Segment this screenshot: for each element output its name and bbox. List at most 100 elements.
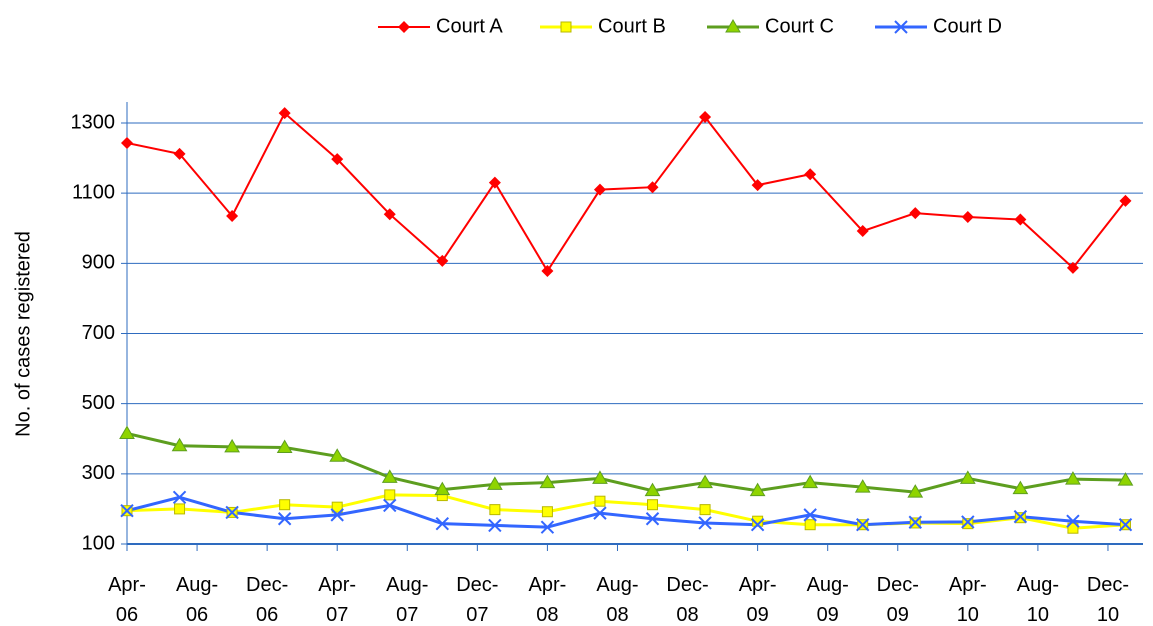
marker bbox=[541, 265, 554, 278]
marker bbox=[699, 504, 711, 516]
marker bbox=[541, 506, 553, 518]
y-tick-label: 1100 bbox=[72, 181, 115, 203]
marker bbox=[1118, 517, 1133, 532]
marker bbox=[174, 503, 186, 515]
marker bbox=[592, 470, 608, 484]
marker bbox=[173, 147, 186, 160]
marker bbox=[540, 520, 555, 534]
x-tick-label: Aug-06 bbox=[176, 574, 218, 626]
x-tick-label: Apr-10 bbox=[949, 574, 987, 626]
marker bbox=[907, 484, 924, 498]
marker bbox=[329, 448, 346, 462]
marker bbox=[120, 503, 134, 518]
marker bbox=[646, 181, 659, 194]
marker bbox=[383, 208, 396, 221]
y-tick-label: 900 bbox=[82, 252, 115, 274]
x-tick-label: Apr-09 bbox=[739, 574, 777, 626]
marker bbox=[539, 474, 556, 489]
y-tick-label: 300 bbox=[82, 462, 115, 484]
x-tick-label: Dec-07 bbox=[456, 574, 498, 626]
marker bbox=[751, 179, 764, 192]
marker bbox=[1065, 471, 1081, 485]
marker bbox=[331, 501, 343, 513]
marker bbox=[225, 505, 239, 520]
marker bbox=[383, 498, 397, 513]
marker bbox=[750, 517, 765, 532]
y-tick-label: 1300 bbox=[71, 111, 116, 133]
marker bbox=[1066, 261, 1079, 274]
marker bbox=[330, 508, 344, 522]
marker bbox=[856, 225, 869, 238]
marker bbox=[1012, 480, 1029, 495]
marker bbox=[276, 439, 293, 454]
legend-label: Court C bbox=[765, 15, 834, 37]
y-tick-label: 700 bbox=[82, 322, 115, 344]
marker bbox=[804, 168, 817, 181]
x-tick-label: Aug-10 bbox=[1017, 574, 1059, 626]
marker bbox=[804, 519, 816, 531]
marker bbox=[856, 517, 870, 532]
marker bbox=[894, 20, 908, 34]
y-tick-label: 100 bbox=[82, 532, 115, 554]
marker bbox=[436, 254, 449, 267]
marker bbox=[645, 512, 660, 526]
marker bbox=[594, 495, 606, 507]
x-tick-label: Apr-06 bbox=[108, 574, 146, 626]
marker bbox=[381, 469, 398, 483]
x-tick-label: Dec-10 bbox=[1087, 574, 1129, 626]
marker bbox=[752, 515, 764, 527]
x-tick-label: Apr-07 bbox=[318, 574, 356, 626]
y-tick-label: 500 bbox=[82, 392, 115, 414]
marker bbox=[593, 506, 607, 520]
x-tick-label: Dec-06 bbox=[246, 574, 288, 626]
marker bbox=[908, 515, 922, 529]
marker bbox=[725, 19, 741, 33]
legend-label: Court B bbox=[598, 15, 666, 37]
marker bbox=[560, 21, 572, 33]
marker bbox=[277, 512, 292, 526]
marker bbox=[119, 425, 135, 439]
x-tick-label: Aug-07 bbox=[386, 574, 428, 626]
marker bbox=[961, 515, 975, 529]
x-tick-label: Apr-08 bbox=[529, 574, 567, 626]
marker bbox=[698, 516, 712, 530]
y-axis-label: No. of cases registered bbox=[12, 231, 34, 437]
x-tick-label: Aug-08 bbox=[596, 574, 638, 626]
marker bbox=[486, 476, 503, 490]
series-line bbox=[126, 111, 1127, 273]
marker bbox=[962, 518, 974, 530]
legend-label: Court D bbox=[933, 15, 1002, 37]
marker bbox=[398, 21, 410, 33]
marker bbox=[697, 474, 713, 489]
marker bbox=[1117, 472, 1134, 486]
series-line bbox=[126, 432, 1126, 494]
marker bbox=[489, 504, 501, 516]
marker bbox=[121, 136, 133, 149]
x-tick-label: Dec-08 bbox=[666, 574, 708, 626]
marker bbox=[699, 111, 712, 124]
marker bbox=[644, 482, 661, 497]
marker bbox=[488, 176, 501, 189]
marker bbox=[224, 438, 240, 453]
marker bbox=[909, 207, 922, 220]
x-tick-label: Dec-09 bbox=[877, 574, 919, 626]
marker bbox=[593, 183, 606, 196]
marker bbox=[172, 490, 187, 505]
marker bbox=[1013, 509, 1028, 524]
marker bbox=[1066, 514, 1080, 528]
marker bbox=[384, 489, 396, 501]
marker bbox=[434, 481, 451, 496]
marker bbox=[331, 153, 344, 166]
marker bbox=[961, 211, 974, 224]
marker bbox=[802, 474, 819, 489]
marker bbox=[803, 508, 817, 522]
x-tick-label: Aug-09 bbox=[807, 574, 849, 626]
series-line bbox=[126, 495, 1126, 529]
marker bbox=[226, 209, 239, 222]
legend-label: Court A bbox=[436, 15, 503, 37]
marker bbox=[171, 437, 188, 452]
marker bbox=[278, 107, 291, 120]
marker bbox=[1119, 194, 1132, 207]
marker bbox=[488, 518, 502, 533]
